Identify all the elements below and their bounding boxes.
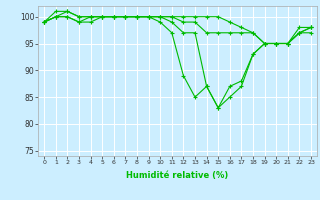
X-axis label: Humidité relative (%): Humidité relative (%) — [126, 171, 229, 180]
